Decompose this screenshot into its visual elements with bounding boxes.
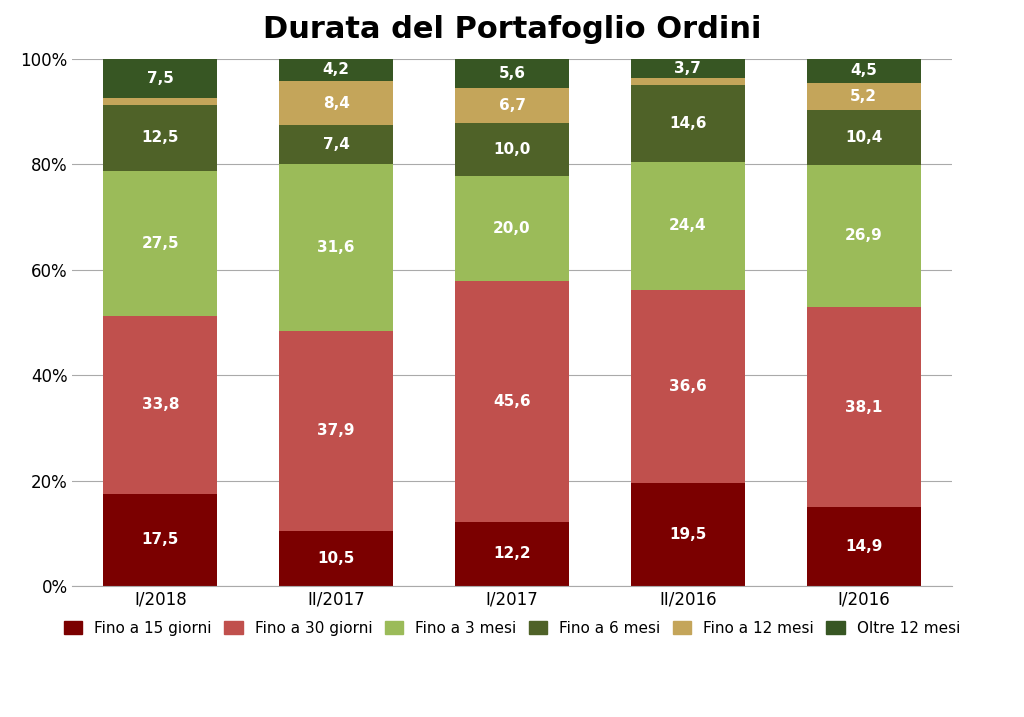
Bar <box>631 161 745 290</box>
Legend: Fino a 15 giorni, Fino a 30 giorni, Fino a 3 mesi, Fino a 6 mesi, Fino a 12 mesi: Fino a 15 giorni, Fino a 30 giorni, Fino… <box>57 614 967 642</box>
Bar <box>279 81 393 125</box>
Text: 12,2: 12,2 <box>494 546 530 561</box>
Text: 20,0: 20,0 <box>494 221 530 236</box>
Bar <box>807 307 921 508</box>
Text: 6,7: 6,7 <box>499 98 525 113</box>
Text: 45,6: 45,6 <box>494 394 530 409</box>
Text: 26,9: 26,9 <box>845 228 883 243</box>
Text: 7,5: 7,5 <box>146 70 174 85</box>
Bar <box>103 98 217 105</box>
Bar <box>279 59 393 81</box>
Bar <box>631 290 745 483</box>
Text: 36,6: 36,6 <box>669 379 707 394</box>
Text: 10,5: 10,5 <box>317 551 355 566</box>
Text: 17,5: 17,5 <box>141 533 179 547</box>
Bar <box>103 315 217 494</box>
Bar <box>631 85 745 161</box>
Text: 4,2: 4,2 <box>323 62 349 77</box>
Bar <box>455 281 569 522</box>
Bar <box>631 58 745 78</box>
Text: 10,0: 10,0 <box>494 142 530 157</box>
Text: 14,9: 14,9 <box>845 539 883 554</box>
Bar <box>279 331 393 531</box>
Bar <box>279 531 393 586</box>
Bar <box>279 164 393 331</box>
Bar <box>279 125 393 164</box>
Text: 14,6: 14,6 <box>669 115 707 130</box>
Bar <box>455 58 569 87</box>
Bar <box>455 176 569 281</box>
Bar <box>631 78 745 85</box>
Bar <box>631 483 745 586</box>
Bar <box>103 58 217 98</box>
Text: 31,6: 31,6 <box>317 240 355 255</box>
Bar <box>103 105 217 171</box>
Text: 4,5: 4,5 <box>850 63 878 78</box>
Text: 12,5: 12,5 <box>141 130 179 145</box>
Text: 37,9: 37,9 <box>317 423 355 438</box>
Bar <box>807 82 921 110</box>
Text: 5,6: 5,6 <box>499 65 525 80</box>
Text: 8,4: 8,4 <box>323 95 349 110</box>
Bar <box>807 59 921 82</box>
Bar <box>455 87 569 123</box>
Bar <box>103 494 217 586</box>
Text: 3,7: 3,7 <box>675 60 701 75</box>
Bar <box>807 508 921 586</box>
Text: 7,4: 7,4 <box>323 137 349 152</box>
Bar <box>807 110 921 165</box>
Text: 10,4: 10,4 <box>845 130 883 145</box>
Text: 27,5: 27,5 <box>141 236 179 250</box>
Bar <box>103 171 217 315</box>
Title: Durata del Portafoglio Ordini: Durata del Portafoglio Ordini <box>263 15 761 44</box>
Text: 5,2: 5,2 <box>850 89 878 104</box>
Bar <box>455 522 569 586</box>
Bar <box>455 123 569 176</box>
Text: 24,4: 24,4 <box>669 219 707 234</box>
Text: 19,5: 19,5 <box>669 527 707 542</box>
Bar <box>807 165 921 307</box>
Text: 33,8: 33,8 <box>141 397 179 412</box>
Text: 38,1: 38,1 <box>845 399 883 414</box>
